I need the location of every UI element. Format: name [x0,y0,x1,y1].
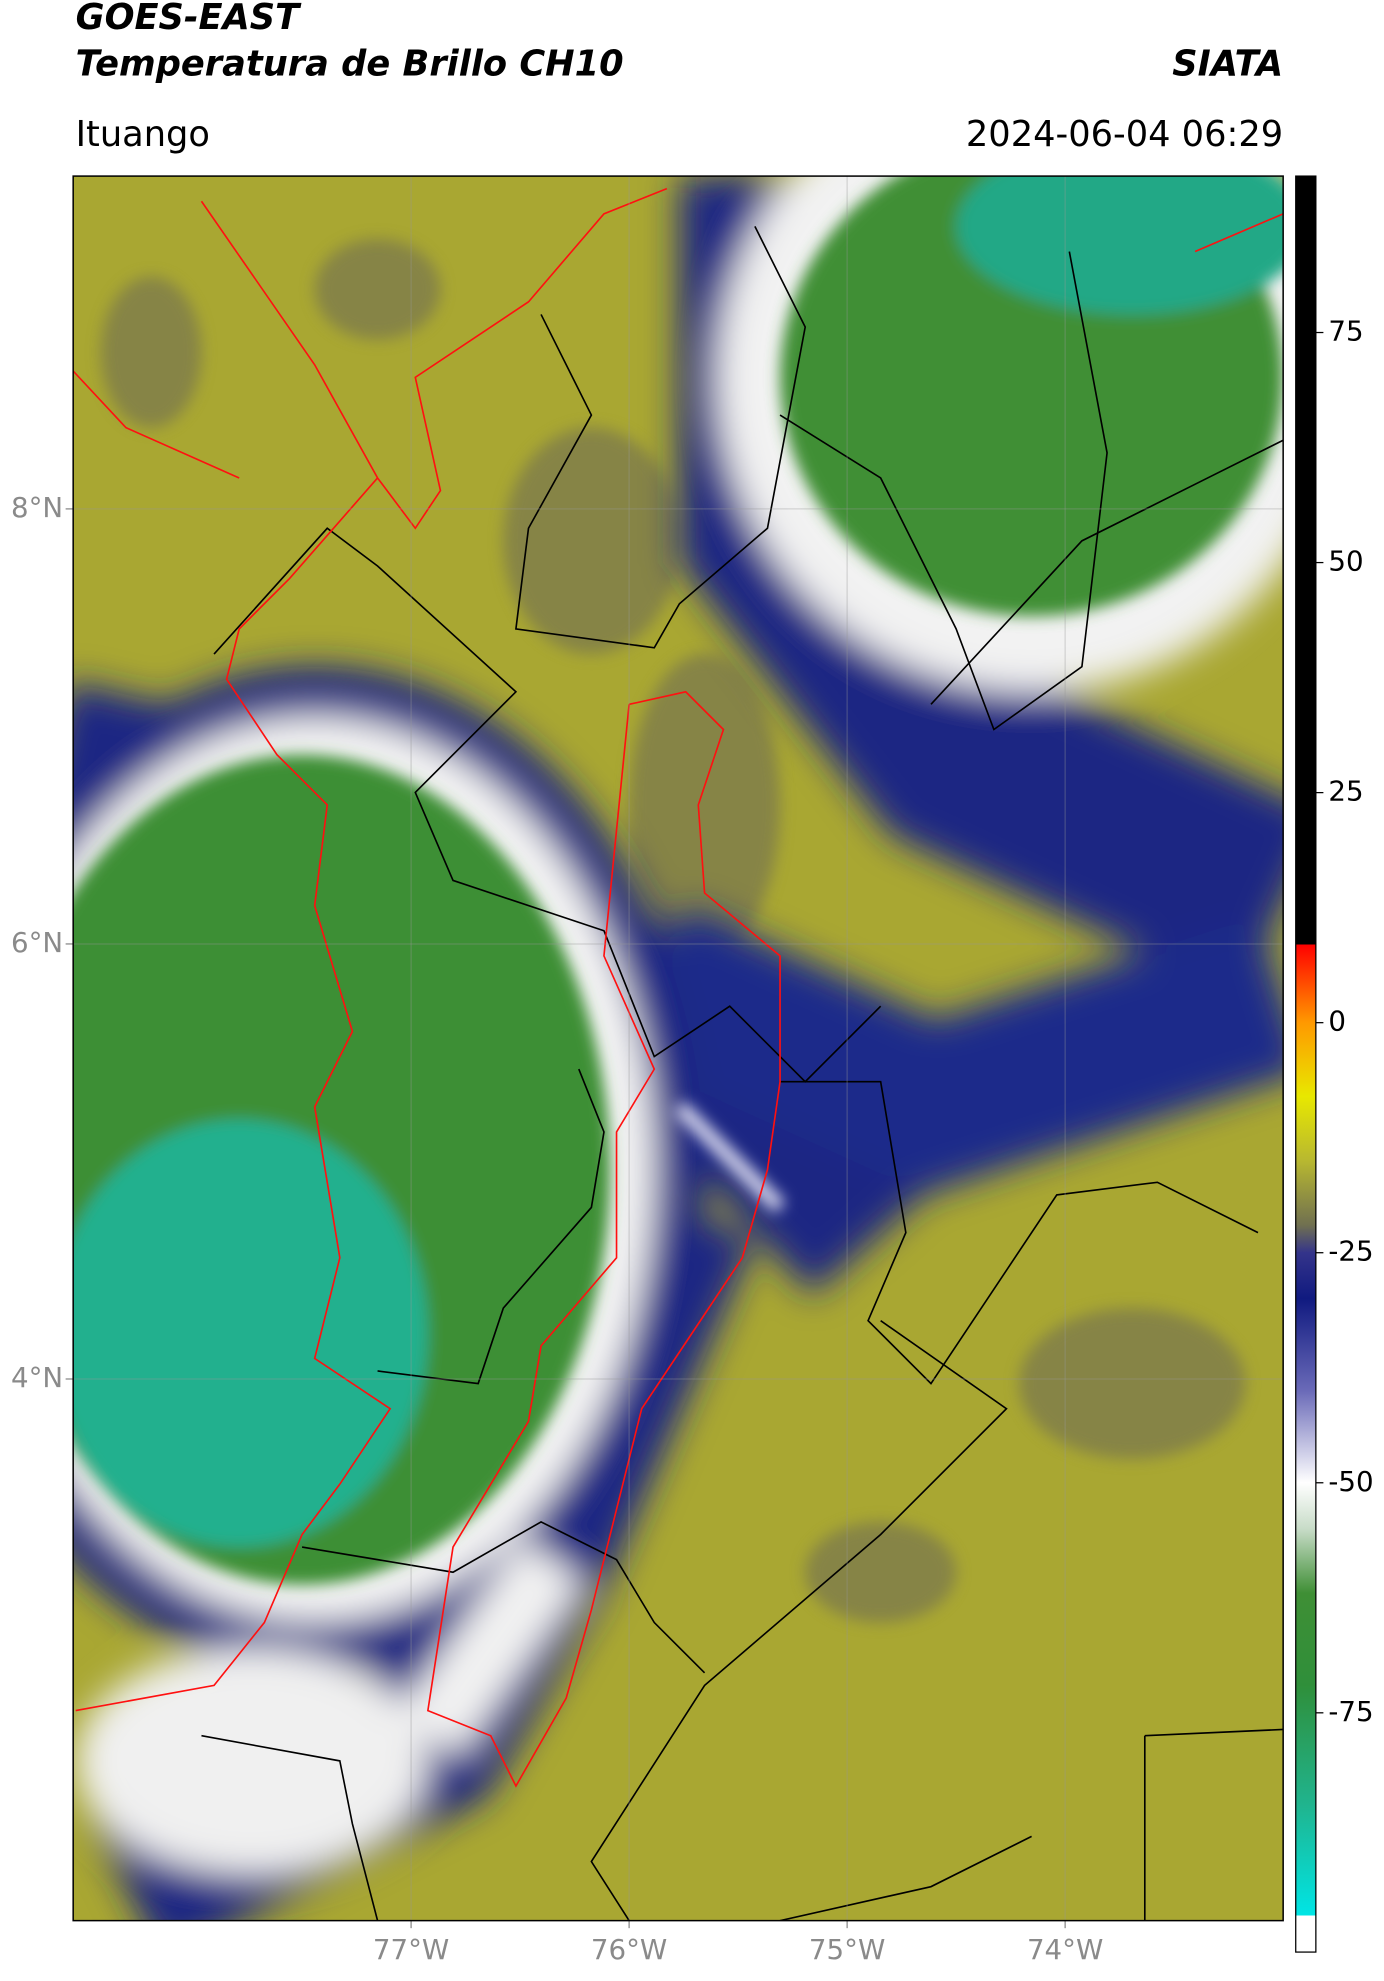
map-frame [72,175,1284,1922]
colorbar-tick-label: 0 [1328,1005,1346,1038]
location: Ituango [76,114,210,155]
colorbar: 75 50 25 0 -25 -50 -75 [1295,175,1374,1953]
title: GOES-EAST [76,0,302,38]
y-tick-label: 4°N [11,1361,63,1394]
source: SIATA [1172,43,1283,84]
x-tick-label: 77°W [373,1933,449,1966]
colorbar-tick-label: -25 [1328,1235,1373,1268]
subtitle: Temperatura de Brillo CH10 [76,43,624,84]
datetime: 2024-06-04 06:29 [966,114,1283,155]
colorbar-tick-label: 75 [1328,315,1363,348]
colorbar-tick-label: -50 [1328,1465,1373,1498]
map-image [73,176,1284,1921]
borders-highlight [73,187,1284,1788]
colorbar-tick-label: -75 [1328,1695,1373,1728]
colorbar-tick-label: 50 [1328,545,1363,578]
y-tick-label: 6°N [11,926,63,959]
colorbar-scale [1295,175,1317,1953]
colorbar-tick-label: 25 [1328,775,1363,808]
axes: 77°W 76°W 75°W 74°W 8°N 6°N 4°N [11,176,1284,1966]
x-tick-label: 76°W [591,1933,667,1966]
y-tick-label: 8°N [11,491,63,524]
borders [201,226,1284,1921]
x-tick-label: 74°W [1027,1933,1103,1966]
x-tick-label: 75°W [809,1933,885,1966]
